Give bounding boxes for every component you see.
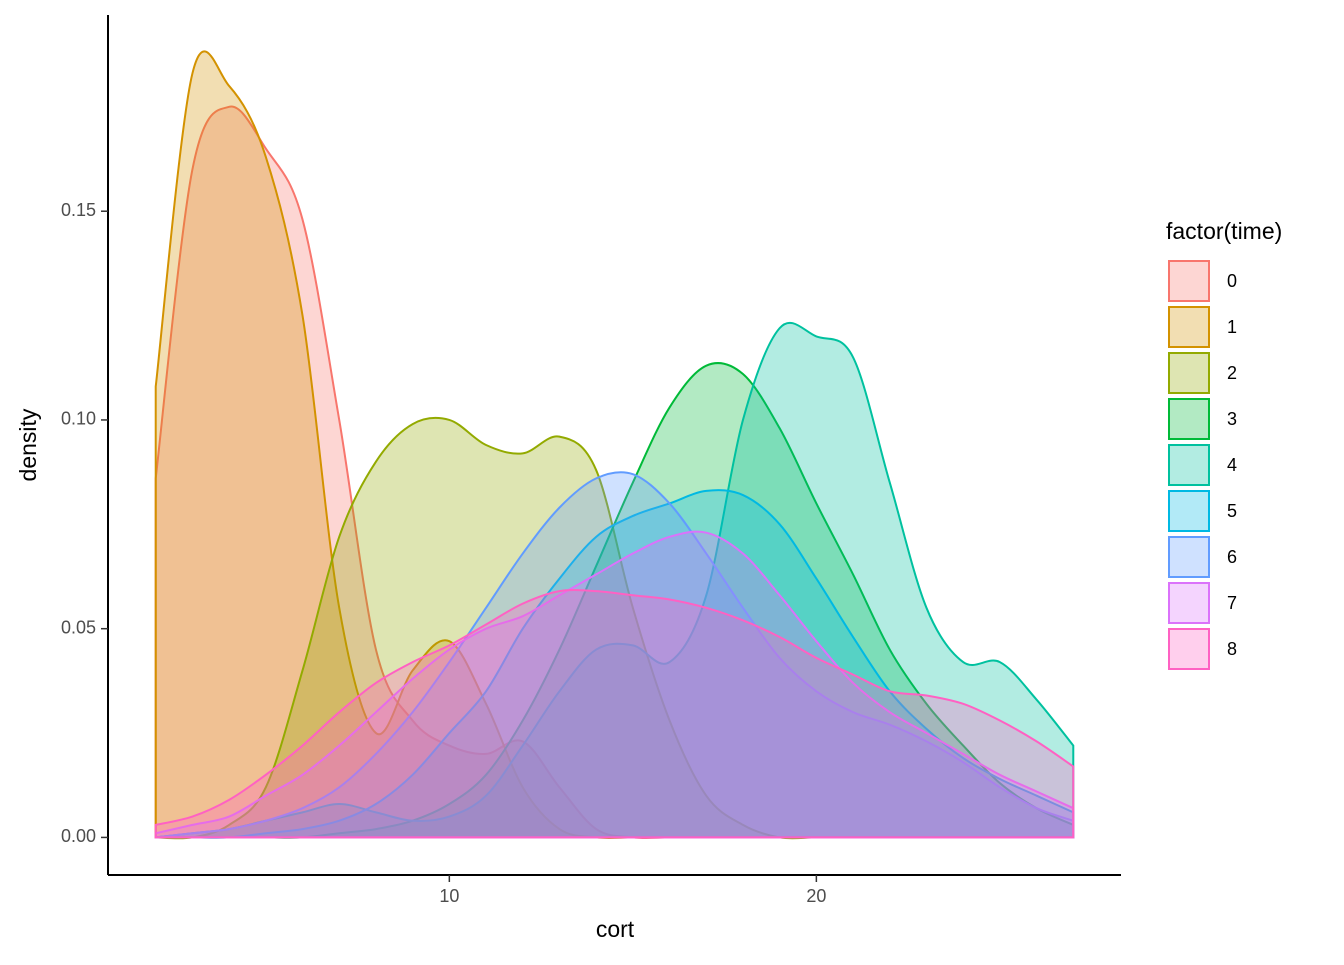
legend-key <box>1168 306 1210 348</box>
legend-key <box>1168 444 1210 486</box>
legend-key <box>1168 582 1210 624</box>
density-area <box>155 362 1075 839</box>
density-area <box>154 530 1075 839</box>
legend-label: 7 <box>1227 593 1237 613</box>
x-axis-title: cort <box>596 916 635 942</box>
legend-label: 8 <box>1227 639 1237 659</box>
y-tick-label: 0.15 <box>61 200 96 220</box>
density-area <box>154 589 1075 839</box>
legend-key <box>1168 536 1210 578</box>
legend-key <box>1168 490 1210 532</box>
legend-key <box>1168 260 1210 302</box>
legend-label: 5 <box>1227 501 1237 521</box>
legend-label: 1 <box>1227 317 1237 337</box>
legend-label: 3 <box>1227 409 1237 429</box>
y-tick-label: 0.10 <box>61 409 96 429</box>
plot-area <box>154 50 1075 840</box>
legend-key <box>1168 352 1210 394</box>
density-area <box>155 489 1075 839</box>
density-area <box>155 471 1075 839</box>
legend-label: 6 <box>1227 547 1237 567</box>
y-tick-label: 0.05 <box>61 617 96 637</box>
legend-title: factor(time) <box>1166 218 1282 244</box>
x-tick-label: 20 <box>806 886 826 906</box>
legend-label: 4 <box>1227 455 1237 475</box>
y-tick-label: 0.00 <box>61 826 96 846</box>
y-axis-title: density <box>15 408 41 481</box>
legend-label: 2 <box>1227 363 1237 383</box>
legend-label: 0 <box>1227 271 1237 291</box>
x-tick-label: 10 <box>439 886 459 906</box>
legend-key <box>1168 398 1210 440</box>
legend-key <box>1168 628 1210 670</box>
